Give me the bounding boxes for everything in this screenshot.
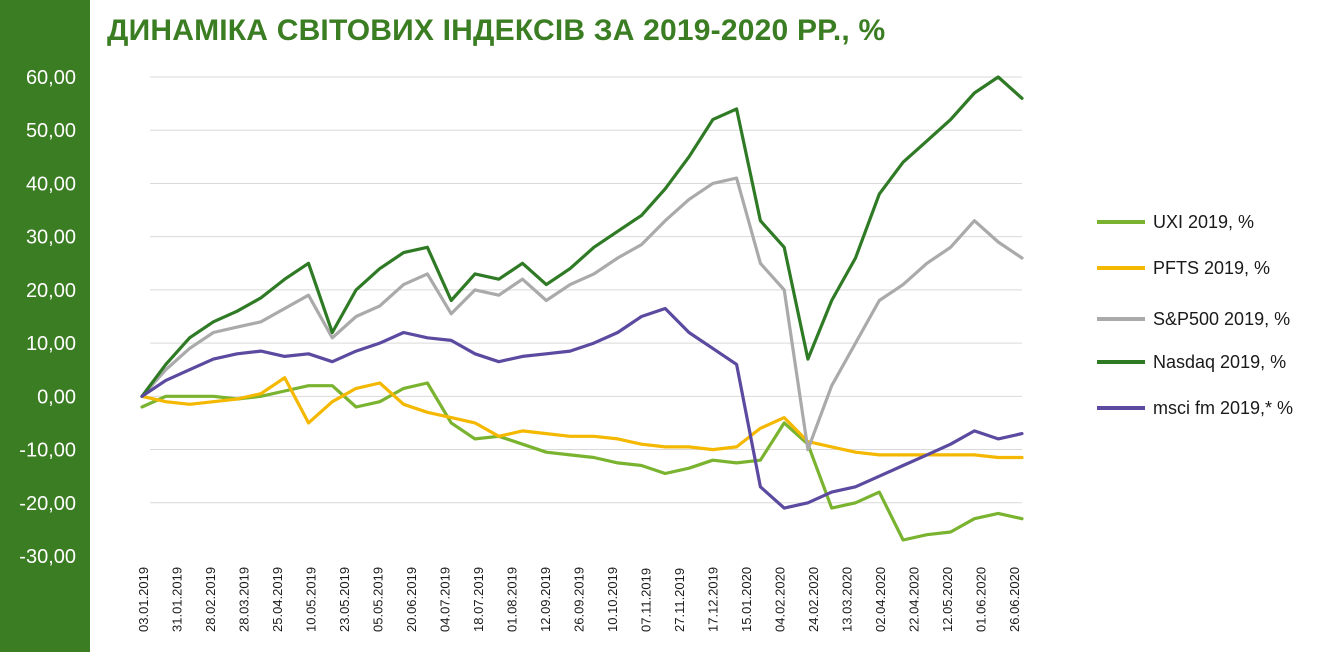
x-tick-label: 12.09.2019 xyxy=(538,567,553,632)
y-tick-label: -30,00 xyxy=(19,546,76,568)
x-tick-label: 25.04.2019 xyxy=(270,567,285,632)
x-tick-label: 04.02.2020 xyxy=(773,567,788,632)
y-tick-label: 20,00 xyxy=(26,280,76,302)
legend-label: Nasdaq 2019, % xyxy=(1153,352,1286,372)
legend-label: S&P500 2019, % xyxy=(1153,309,1290,329)
x-tick-label: 03.01.2019 xyxy=(136,567,151,632)
x-tick-label: 17.12.2019 xyxy=(706,567,721,632)
series-lines xyxy=(140,75,1024,542)
chart-title: ДИНАМІКА СВІТОВИХ ІНДЕКСІВ ЗА 2019-2020 … xyxy=(107,14,886,47)
x-tick-label: 20.06.2019 xyxy=(404,567,419,632)
series-line-4 xyxy=(140,306,1024,510)
series-line-2 xyxy=(140,176,1024,452)
x-tick-label: 04.07.2019 xyxy=(438,567,453,632)
y-axis-labels: -30,00 -20,00 -10,00 0,00 10,00 20,00 30,00 40,… xyxy=(19,67,76,568)
legend-label: UXI 2019, % xyxy=(1153,212,1254,232)
x-tick-label: 12.05.2020 xyxy=(940,567,955,632)
x-tick-label: 26.06.2020 xyxy=(1007,567,1022,632)
x-tick-label: 15.01.2020 xyxy=(739,567,754,632)
y-tick-label: 60,00 xyxy=(26,67,76,89)
y-tick-label: 30,00 xyxy=(26,227,76,249)
x-tick-label: 07.11.2019 xyxy=(639,568,654,632)
series-line-1 xyxy=(140,376,1024,460)
y-tick-label: -20,00 xyxy=(19,493,76,515)
legend-label: PFTS 2019, % xyxy=(1153,258,1270,278)
y-tick-label: 0,00 xyxy=(37,386,76,408)
legend: UXI 2019, % PFTS 2019, % S&P500 2019, % Nas… xyxy=(1097,212,1293,418)
x-tick-label: 28.03.2019 xyxy=(237,567,252,632)
gridlines xyxy=(150,76,1022,504)
y-tick-label: 10,00 xyxy=(26,333,76,355)
y-tick-label: 40,00 xyxy=(26,173,76,195)
x-axis-labels: 03.01.2019 31.01.2019 28.02.2019 28.03.2019… xyxy=(136,567,1022,632)
series-line-3 xyxy=(140,75,1024,398)
x-tick-label: 22.04.2020 xyxy=(907,567,922,632)
y-tick-label: 50,00 xyxy=(26,120,76,142)
x-tick-label: 02.04.2020 xyxy=(873,567,888,632)
x-tick-label: 10.10.2019 xyxy=(605,567,620,632)
x-tick-label: 31.01.2019 xyxy=(170,567,185,632)
x-tick-label: 13.03.2020 xyxy=(840,567,855,632)
x-tick-label: 27.11.2019 xyxy=(672,568,687,632)
y-tick-label: -10,00 xyxy=(19,440,76,462)
x-tick-label: 24.02.2020 xyxy=(806,567,821,632)
left-color-band xyxy=(0,0,90,652)
series-line-0 xyxy=(140,381,1024,542)
x-tick-label: 26.09.2019 xyxy=(572,567,587,632)
x-tick-label: 01.06.2020 xyxy=(974,567,989,632)
legend-label: msci fm 2019,* % xyxy=(1153,398,1293,418)
x-tick-label: 05.05.2019 xyxy=(371,567,386,632)
x-tick-label: 28.02.2019 xyxy=(203,567,218,632)
x-tick-label: 01.08.2019 xyxy=(505,567,520,632)
x-tick-label: 10.05.2019 xyxy=(304,567,319,632)
x-tick-label: 23.05.2019 xyxy=(337,567,352,632)
x-tick-label: 18.07.2019 xyxy=(471,567,486,632)
